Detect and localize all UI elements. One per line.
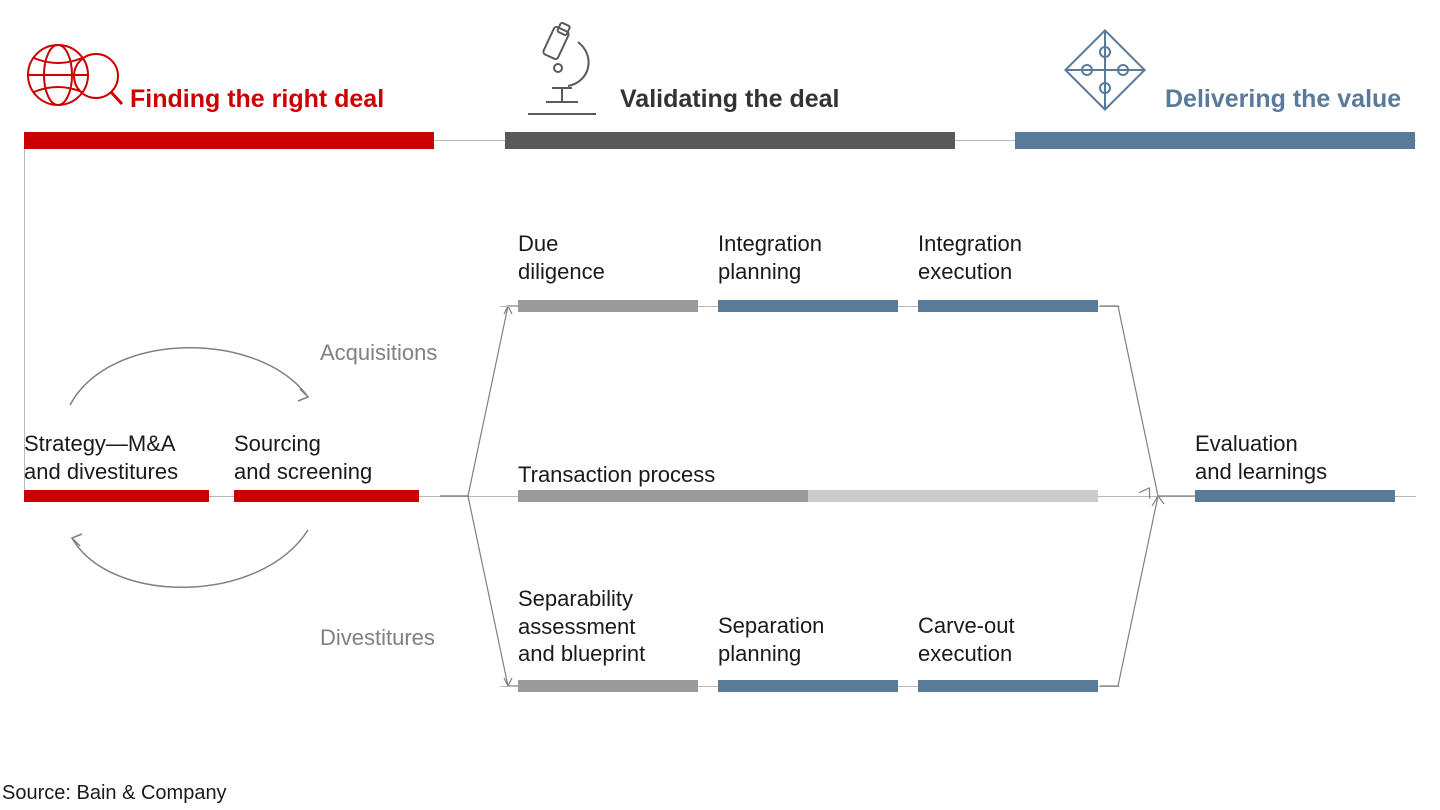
globe-magnifier-icon — [24, 30, 124, 120]
acq-step1-bar — [518, 300, 698, 312]
phase-3-title: Delivering the value — [1165, 85, 1401, 114]
step-strategy-label: Strategy—M&A and divestitures — [24, 430, 178, 485]
phase-2-bar — [505, 132, 955, 149]
step-sourcing-bar — [234, 490, 419, 502]
phase-3-bar — [1015, 132, 1415, 149]
transaction-label: Transaction process — [518, 461, 715, 489]
divestitures-label: Divestitures — [320, 625, 435, 651]
div-step1-bar — [518, 680, 698, 692]
converge-connectors — [1098, 290, 1198, 700]
acquisitions-label: Acquisitions — [320, 340, 437, 366]
transaction-bar-seg2 — [808, 490, 1098, 502]
div-step2-bar — [718, 680, 898, 692]
acq-step2-label: Integration planning — [718, 230, 822, 285]
evaluation-bar — [1195, 490, 1395, 502]
source-text: Source: Bain & Company — [2, 782, 227, 805]
puzzle-diamond-icon — [1055, 20, 1155, 120]
diagram-canvas: Finding the right deal Validating the de… — [0, 0, 1440, 810]
acq-step3-label: Integration execution — [918, 230, 1022, 285]
step-strategy-bar — [24, 490, 209, 502]
feedback-bottom-arrow — [50, 510, 330, 610]
transaction-bar-seg1 — [518, 490, 808, 502]
acq-step3-bar — [918, 300, 1098, 312]
div-step1-label: Separability assessment and blueprint — [518, 585, 645, 668]
phase-2-title: Validating the deal — [620, 85, 840, 114]
phase-1-bar — [24, 132, 434, 149]
evaluation-label: Evaluation and learnings — [1195, 430, 1327, 485]
phase-1-title: Finding the right deal — [130, 85, 384, 114]
step-sourcing-label: Sourcing and screening — [234, 430, 372, 485]
microscope-icon — [518, 22, 608, 122]
div-step3-bar — [918, 680, 1098, 692]
div-step2-label: Separation planning — [718, 612, 824, 667]
acq-step1-label: Due diligence — [518, 230, 605, 285]
div-step3-label: Carve-out execution — [918, 612, 1015, 667]
acq-step2-bar — [718, 300, 898, 312]
feedback-top-arrow — [50, 325, 330, 425]
